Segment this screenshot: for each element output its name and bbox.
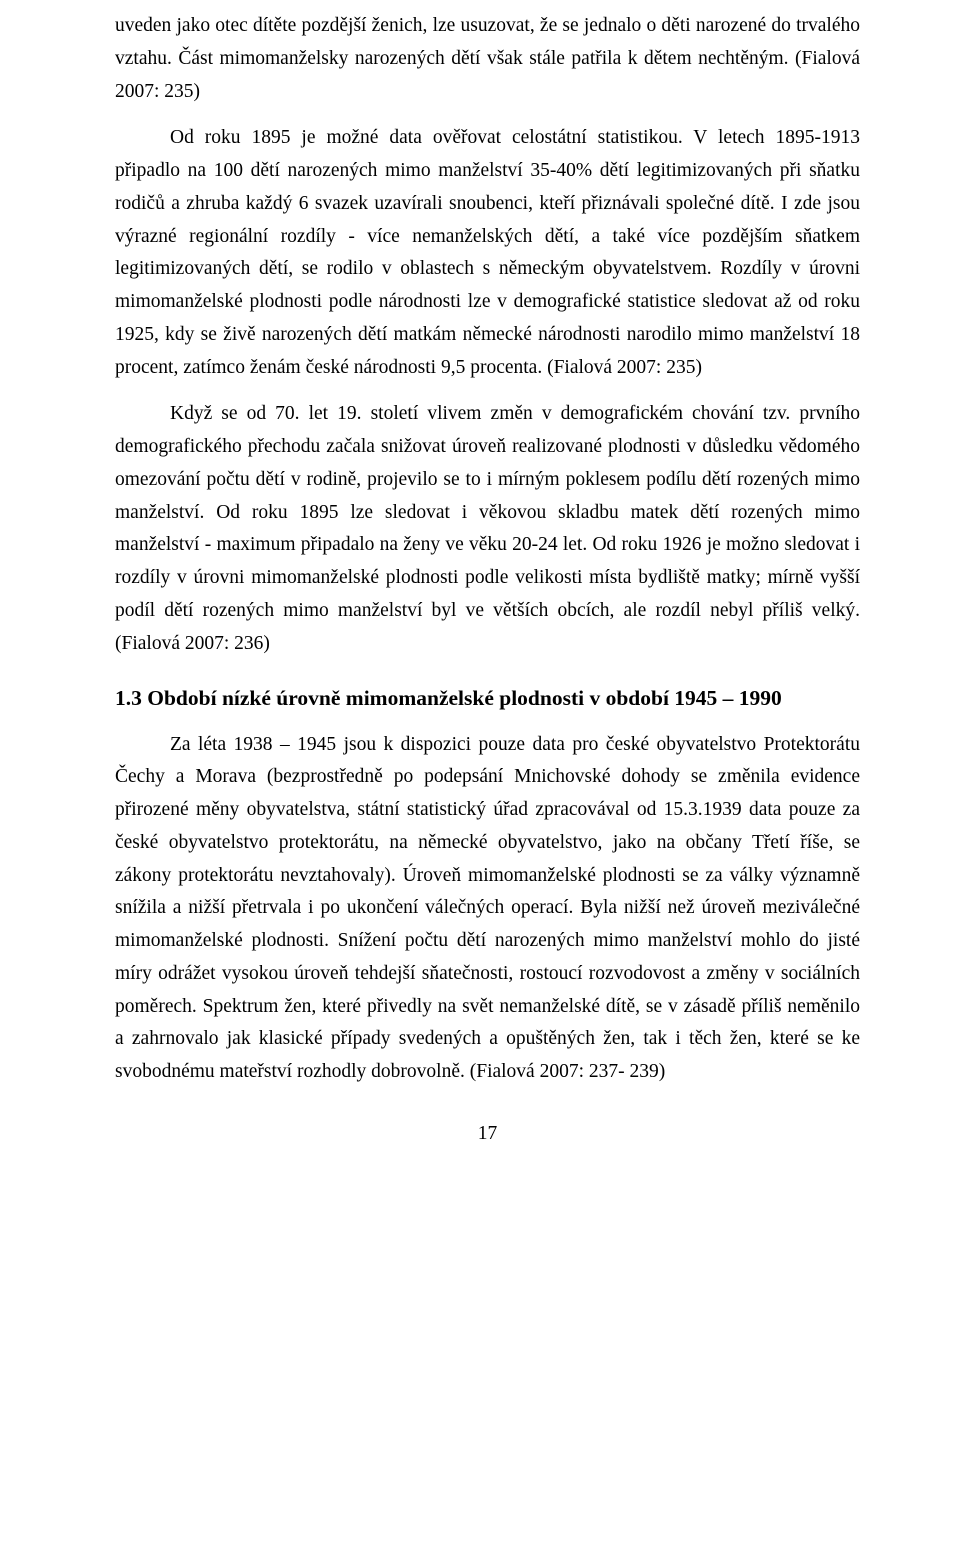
paragraph-1: uveden jako otec dítěte pozdější ženich,… [115,10,860,108]
document-page: uveden jako otec dítěte pozdější ženich,… [0,0,960,1175]
paragraph-4: Za léta 1938 – 1945 jsou k dispozici pou… [115,729,860,1089]
page-number: 17 [115,1123,860,1145]
paragraph-2: Od roku 1895 je možné data ověřovat celo… [115,122,860,384]
section-heading: 1.3 Období nízké úrovně mimomanželské pl… [115,682,860,714]
paragraph-3: Když se od 70. let 19. století vlivem zm… [115,398,860,660]
